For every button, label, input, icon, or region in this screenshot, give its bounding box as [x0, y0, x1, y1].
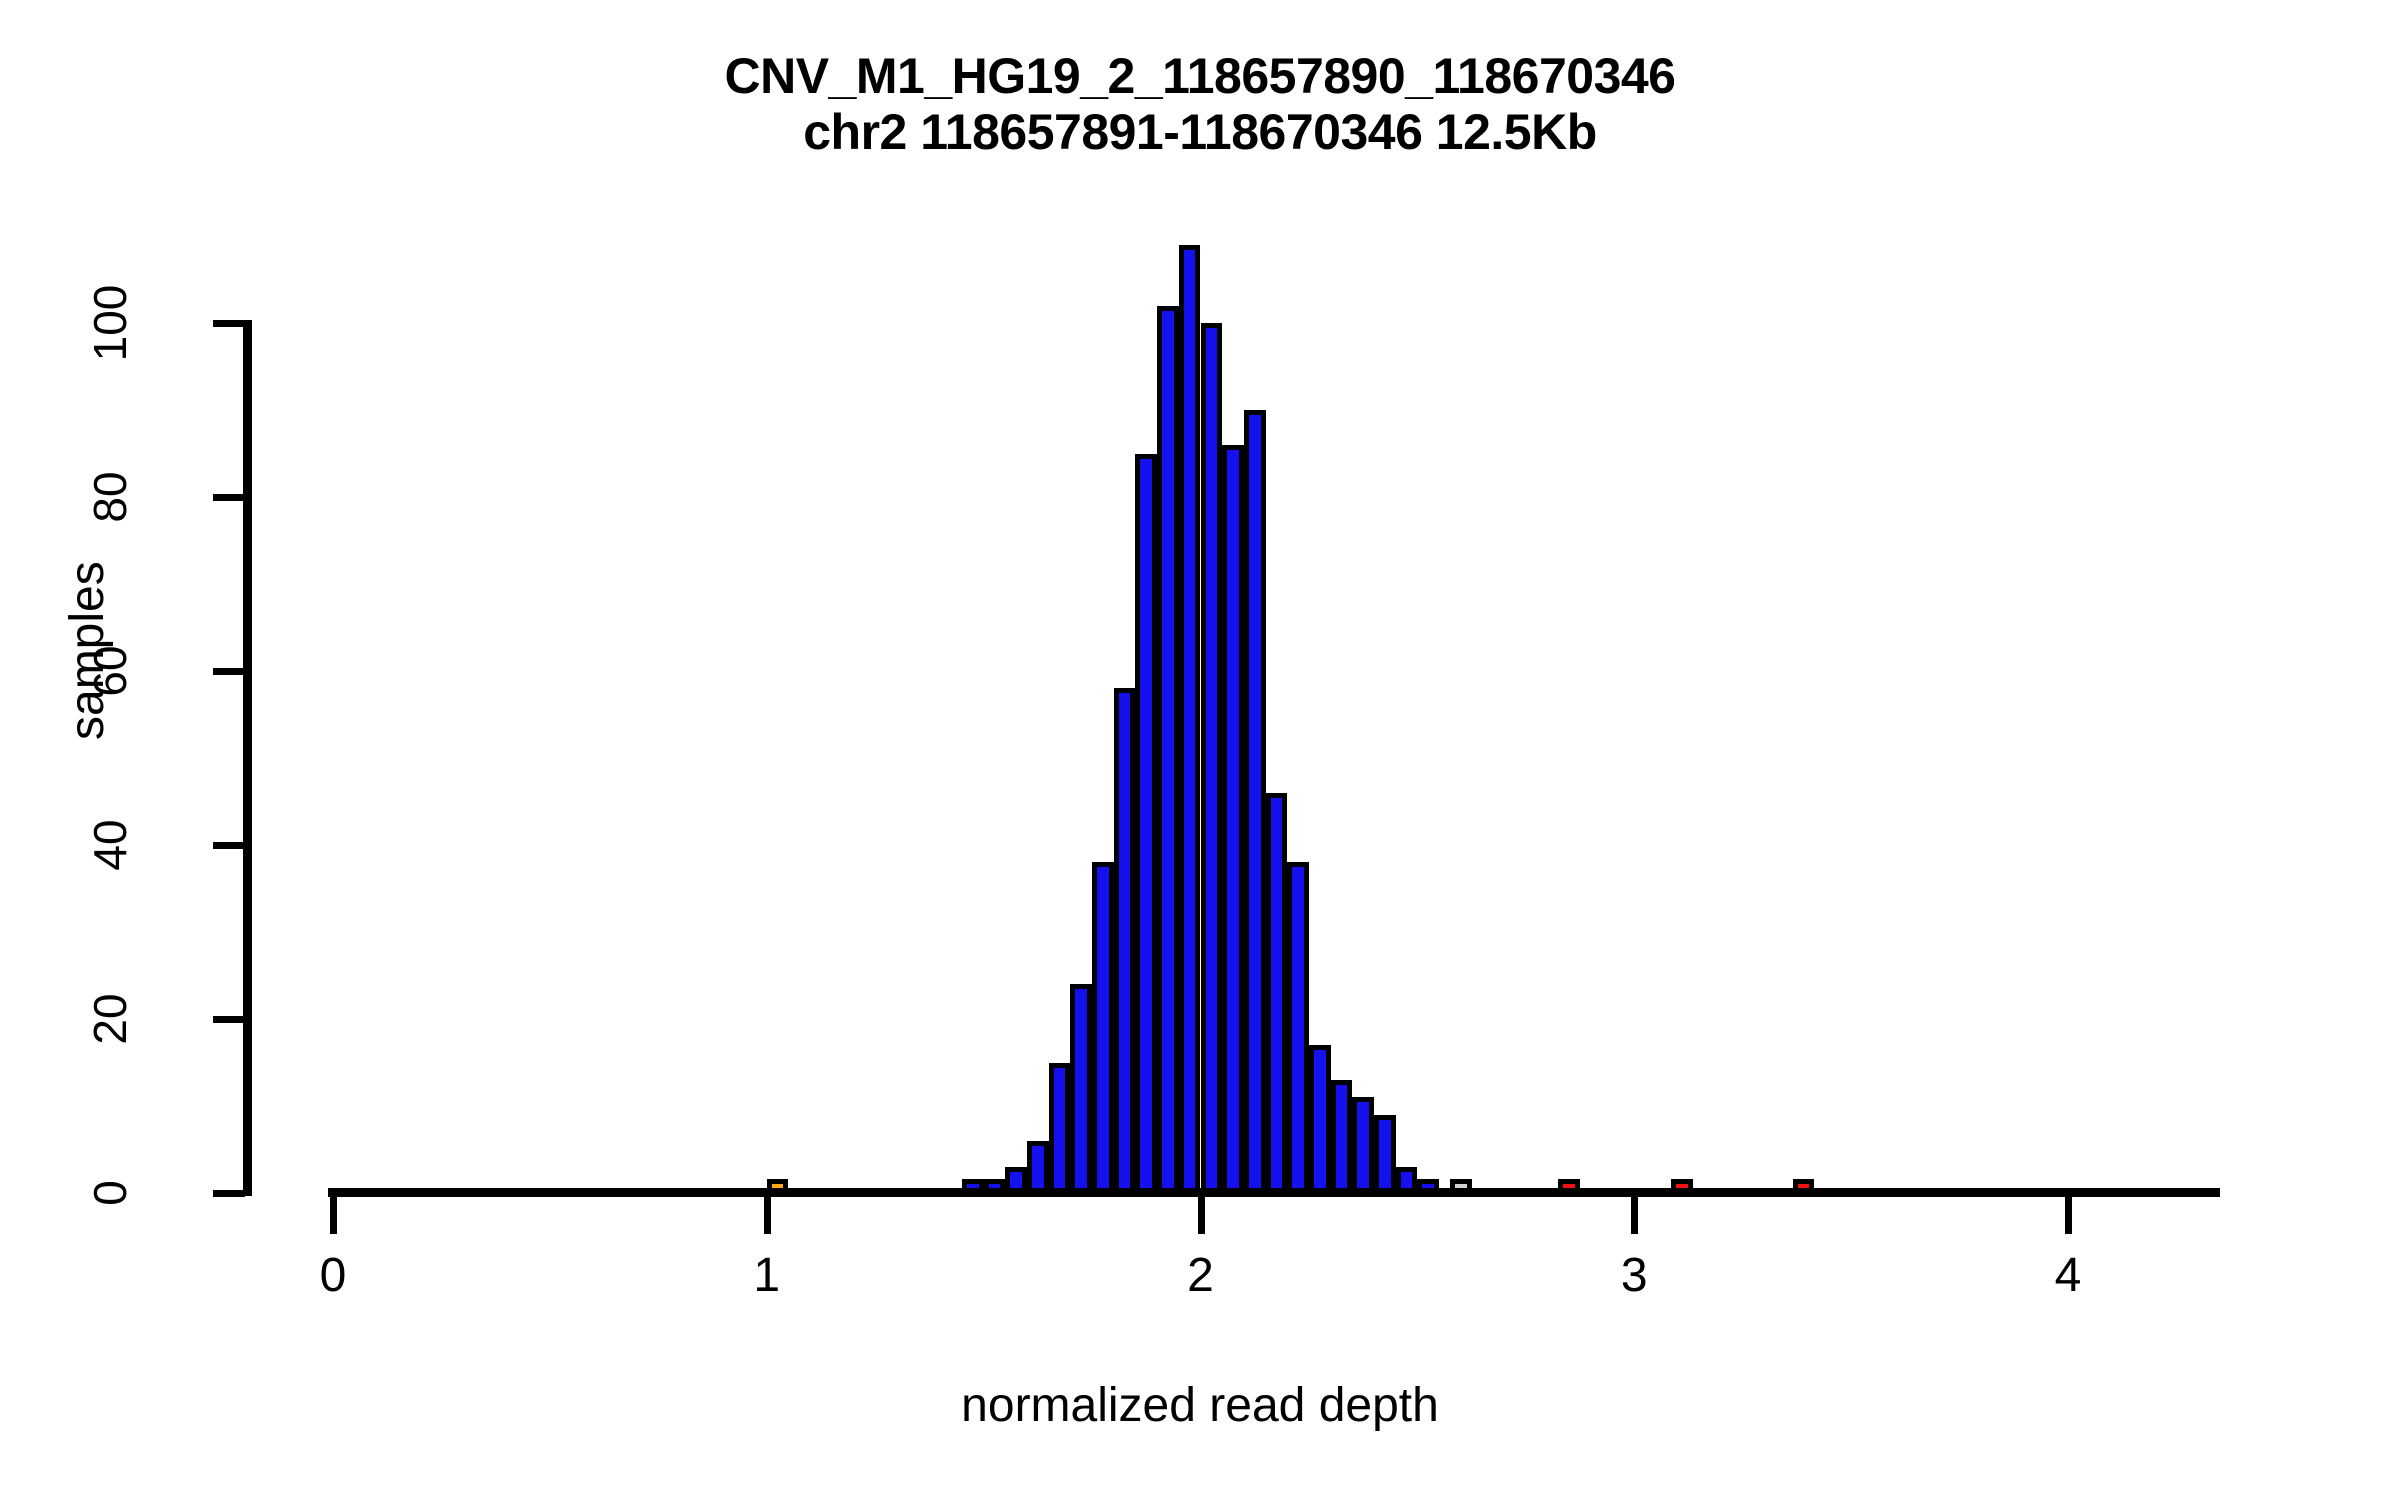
histogram-bar: [1200, 323, 1223, 1193]
y-axis-tick: [213, 1016, 245, 1023]
y-axis-tick: [213, 494, 245, 501]
x-axis-tick: [2065, 1196, 2072, 1234]
y-axis-line: [243, 320, 252, 1196]
y-axis-title-wrap: samples: [0, 560, 120, 960]
chart-title: CNV_M1_HG19_2_118657890_118670346 chr2 1…: [0, 48, 2400, 160]
histogram-bar: [1792, 1179, 1815, 1193]
title-line-1: CNV_M1_HG19_2_118657890_118670346: [724, 48, 1676, 104]
x-axis-tick-label: 4: [2054, 1249, 2082, 1302]
x-axis-tick: [1631, 1196, 1639, 1234]
histogram-bar: [1222, 444, 1244, 1193]
histogram-bar: [1330, 1079, 1353, 1193]
y-axis-tick-label: 80: [84, 471, 136, 523]
x-axis-title: normalized read depth: [961, 1379, 1439, 1432]
x-axis-tick: [1197, 1196, 1205, 1234]
y-axis-tick: [213, 668, 245, 675]
histogram-bar: [1113, 688, 1136, 1193]
histogram-bar: [1092, 862, 1114, 1193]
histogram-bar: [983, 1179, 1006, 1193]
histogram-bar: [1178, 244, 1201, 1193]
y-axis-tick: [213, 842, 245, 849]
x-axis-tick-label: 2: [1187, 1249, 1214, 1302]
y-axis-tick-label: 0: [84, 1180, 136, 1206]
x-axis-tick-label: 3: [1620, 1249, 1648, 1302]
y-axis-tick: [213, 320, 245, 327]
histogram-bar: [961, 1179, 984, 1193]
histogram-bar: [1352, 1097, 1374, 1193]
histogram-bar: [1287, 862, 1309, 1193]
histogram-bar: [1417, 1179, 1440, 1193]
histogram-bar: [1395, 1166, 1418, 1193]
y-axis-title: samples: [61, 561, 114, 740]
histogram-bar: [1265, 792, 1288, 1193]
histogram-bar: [1308, 1045, 1331, 1193]
histogram-bar: [1048, 1062, 1071, 1193]
histogram-bar: [1671, 1179, 1693, 1193]
y-axis-tick-label: 100: [84, 284, 136, 362]
histogram-bar: [1135, 453, 1158, 1193]
histogram-bar: [1243, 410, 1266, 1193]
histogram-bar: [766, 1179, 789, 1193]
histogram-bar: [1027, 1140, 1049, 1193]
title-line-2: chr2 118657891-118670346 12.5Kb: [803, 104, 1597, 160]
histogram-bar: [1449, 1179, 1472, 1193]
x-axis-tick-label: 1: [753, 1249, 781, 1302]
histogram-bar: [1558, 1179, 1580, 1193]
histogram-bar: [1374, 1114, 1396, 1193]
x-axis-tick: [763, 1196, 771, 1234]
histogram-bar: [1157, 305, 1179, 1193]
x-axis-tick: [330, 1196, 337, 1234]
y-axis-tick-label: 20: [84, 993, 136, 1045]
x-axis-tick-label: 0: [319, 1249, 347, 1302]
histogram-bar: [1005, 1166, 1027, 1193]
histogram-bar: [1070, 984, 1093, 1193]
y-axis-tick: [213, 1190, 245, 1197]
